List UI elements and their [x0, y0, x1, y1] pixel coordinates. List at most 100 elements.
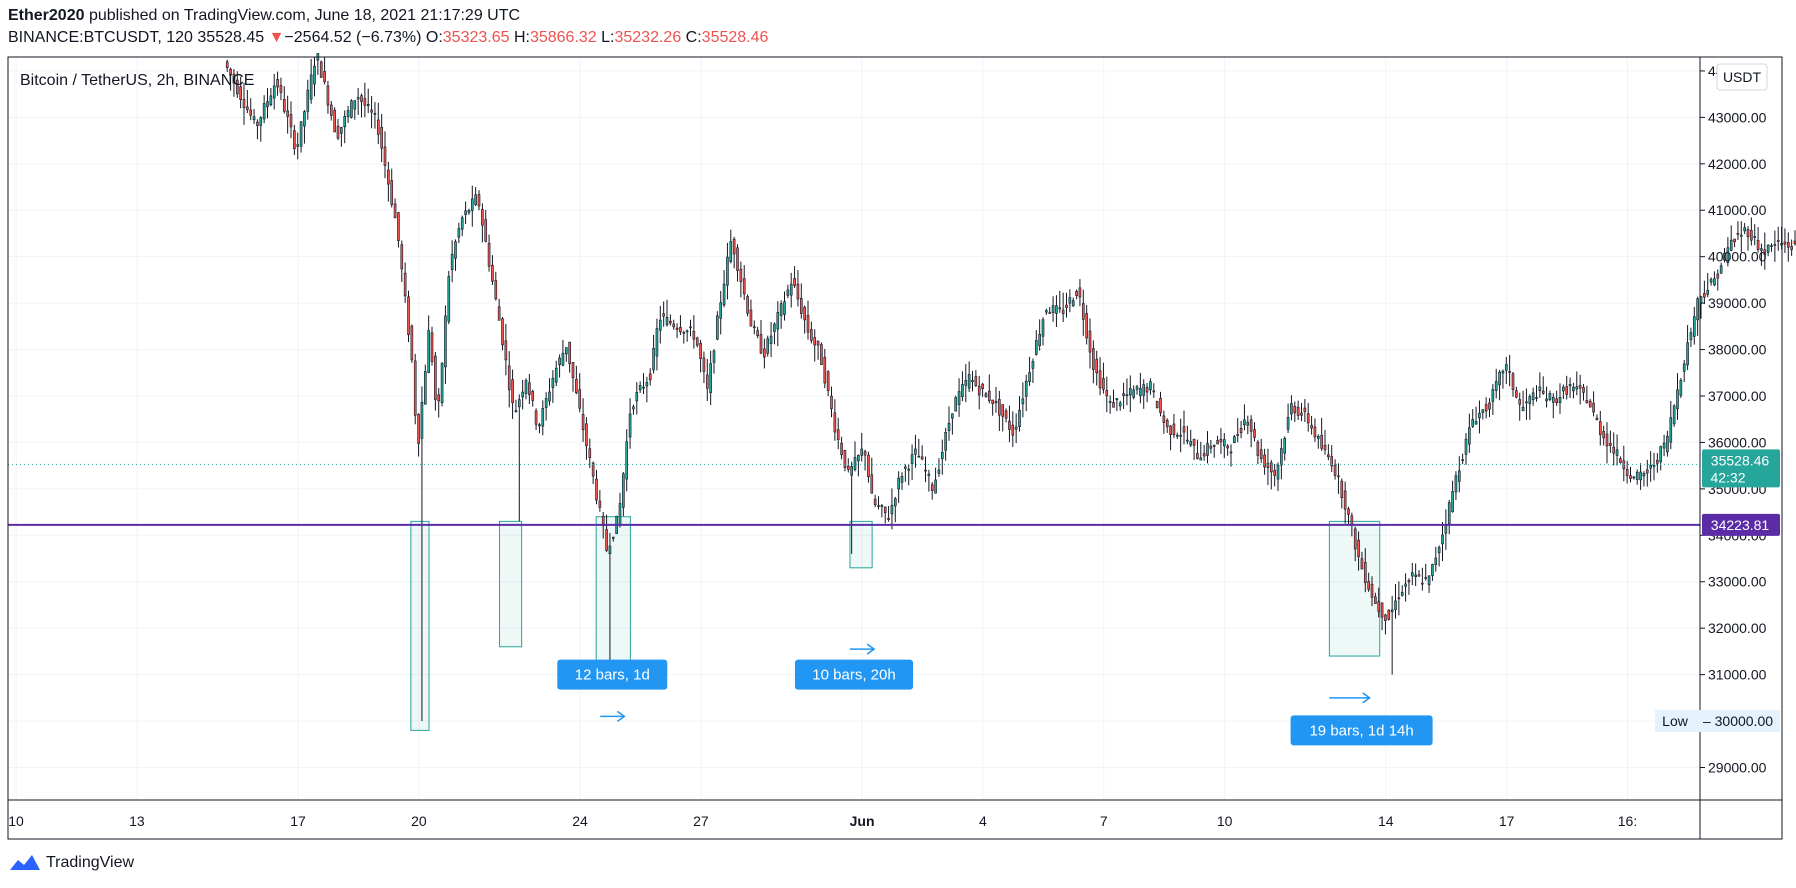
- candle-body: [306, 89, 310, 112]
- candle-body: [705, 374, 709, 389]
- candle-body: [1239, 427, 1243, 434]
- candle-body: [474, 194, 477, 205]
- candle-body: [551, 377, 555, 388]
- candle-body: [450, 253, 454, 270]
- candle-body: [836, 429, 840, 440]
- candle-body: [1102, 378, 1105, 390]
- candle-body: [1756, 240, 1760, 250]
- candle-body: [692, 331, 696, 340]
- candle-body: [1713, 278, 1716, 286]
- candle-body: [1092, 348, 1095, 370]
- candle-body: [598, 500, 602, 508]
- candle-body: [1545, 398, 1548, 402]
- candle-body: [635, 392, 639, 402]
- candle-body: [246, 106, 249, 111]
- candle-body: [293, 130, 296, 149]
- candle-body: [1162, 415, 1166, 423]
- candle-body: [1488, 402, 1491, 410]
- candle-body: [487, 242, 491, 267]
- candle-body: [1065, 304, 1068, 308]
- candle-body: [484, 219, 488, 242]
- candle-body: [1320, 435, 1323, 449]
- bars-range-callout[interactable]: [795, 659, 913, 690]
- candle-body: [1474, 421, 1478, 425]
- candle-body: [658, 319, 662, 331]
- candle-body: [1095, 358, 1099, 374]
- candle-body: [867, 454, 870, 478]
- candle-body: [873, 498, 877, 505]
- candle-body: [1306, 413, 1310, 424]
- time-tick-label: 14: [1378, 813, 1394, 829]
- date-range-box[interactable]: [410, 520, 430, 731]
- candle-body: [1216, 440, 1219, 445]
- candle-body: [1098, 370, 1102, 389]
- candle-body: [1209, 445, 1213, 449]
- candle-body: [1421, 582, 1424, 585]
- price-tick-label: 42000.00: [1708, 156, 1767, 172]
- price-tick-label: 43000.00: [1708, 109, 1767, 125]
- candle-body: [467, 209, 471, 213]
- candle-body: [803, 306, 806, 321]
- candle-body: [1169, 425, 1172, 435]
- candle-body: [528, 382, 531, 395]
- low-marker-tag: [1655, 710, 1780, 733]
- candle-body: [1541, 390, 1545, 394]
- candle-body: [235, 79, 239, 95]
- candle-body: [669, 320, 672, 324]
- bars-range-callout[interactable]: [557, 659, 668, 690]
- candle-body: [1370, 583, 1374, 598]
- time-tick-label: 17: [290, 813, 306, 829]
- candle-body: [1128, 388, 1132, 396]
- candle-body: [890, 504, 894, 515]
- tradingview-footer[interactable]: TradingView: [8, 852, 134, 874]
- date-range-box[interactable]: [498, 520, 523, 648]
- candle-body: [464, 210, 467, 215]
- date-range-box[interactable]: [849, 520, 873, 569]
- candle-body: [732, 238, 736, 255]
- time-tick-label: 7: [1100, 813, 1108, 829]
- candle-body: [1394, 600, 1397, 610]
- candle-body: [944, 432, 947, 451]
- candle-body: [319, 61, 323, 78]
- candle-body: [709, 363, 712, 393]
- candle-body: [1182, 426, 1186, 433]
- candle-body: [840, 443, 843, 456]
- currency-label[interactable]: USDT: [1723, 69, 1762, 85]
- candle-body: [1353, 528, 1357, 550]
- open-value: 35323.65: [442, 29, 510, 46]
- candle-body: [1303, 407, 1307, 412]
- candle-body: [1572, 386, 1575, 392]
- candle-body: [1592, 402, 1595, 413]
- candle-body: [749, 309, 753, 327]
- high-label: H:: [513, 29, 530, 46]
- candle-body: [1773, 244, 1777, 246]
- candle-body: [675, 327, 679, 330]
- time-tick-label: Jun: [850, 813, 875, 829]
- candle-body: [786, 289, 790, 296]
- candle-body: [366, 103, 370, 107]
- price-tick-label: 29000.00: [1708, 759, 1767, 775]
- candle-body: [554, 367, 558, 383]
- candle-body: [843, 449, 847, 468]
- candle-body: [239, 86, 242, 100]
- publisher-name[interactable]: Ether2020: [8, 7, 85, 24]
- candle-body: [1612, 446, 1616, 454]
- candle-body: [1726, 247, 1730, 263]
- date-range-box[interactable]: [595, 516, 631, 671]
- bars-range-callout[interactable]: [1290, 715, 1433, 746]
- high-value: 35866.32: [529, 29, 597, 46]
- candle-body: [1001, 404, 1005, 417]
- candle-body: [887, 517, 890, 520]
- candle-body: [853, 457, 857, 470]
- candle-body: [977, 385, 981, 396]
- candle-body: [1088, 330, 1092, 353]
- time-tick-label: 20: [411, 813, 427, 829]
- bars-range-callout-text: 10 bars, 20h: [812, 667, 895, 684]
- currency-button[interactable]: [1716, 63, 1768, 91]
- candle-body: [793, 278, 796, 286]
- candle-body: [1669, 417, 1673, 443]
- candle-body: [460, 217, 464, 230]
- candle-body: [299, 121, 303, 147]
